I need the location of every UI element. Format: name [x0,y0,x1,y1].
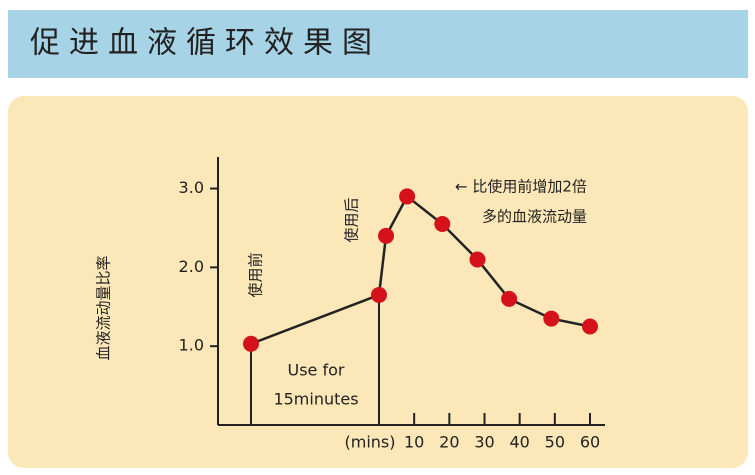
x-tick-label: 60 [580,433,600,452]
use-note: Use for [288,361,345,380]
x-axis-label: (mins) [345,433,396,452]
point [582,318,598,335]
chart-panel [8,96,748,468]
x-tick-label: 10 [404,433,424,452]
point [434,216,451,232]
annotation: ← 比使用前增加2倍 [455,178,587,196]
header-title: 促进血液循环效果图 [30,26,381,61]
point [371,286,387,303]
y-axis-label: 血液流动量比率 [95,255,113,360]
point [543,310,560,327]
connector [250,293,380,345]
use-note: 15minutes [273,390,358,409]
header-bar [8,10,748,78]
x-tick-label: 20 [439,433,459,452]
after-label: 使用后 [343,197,361,242]
point [399,188,416,205]
before-point [243,335,259,352]
point [469,251,486,268]
x-tick-label: 30 [474,433,494,452]
y-tick-label: 3.0 [179,178,204,197]
y-tick-label: 2.0 [179,257,204,276]
y-tick-label: 1.0 [179,336,204,355]
x-tick-label: 40 [509,433,529,452]
point [501,290,518,307]
annotation: 多的血液流动量 [482,208,587,226]
x-tick-label: 50 [545,433,565,452]
before-label: 使用前 [247,252,265,297]
point [378,227,395,244]
